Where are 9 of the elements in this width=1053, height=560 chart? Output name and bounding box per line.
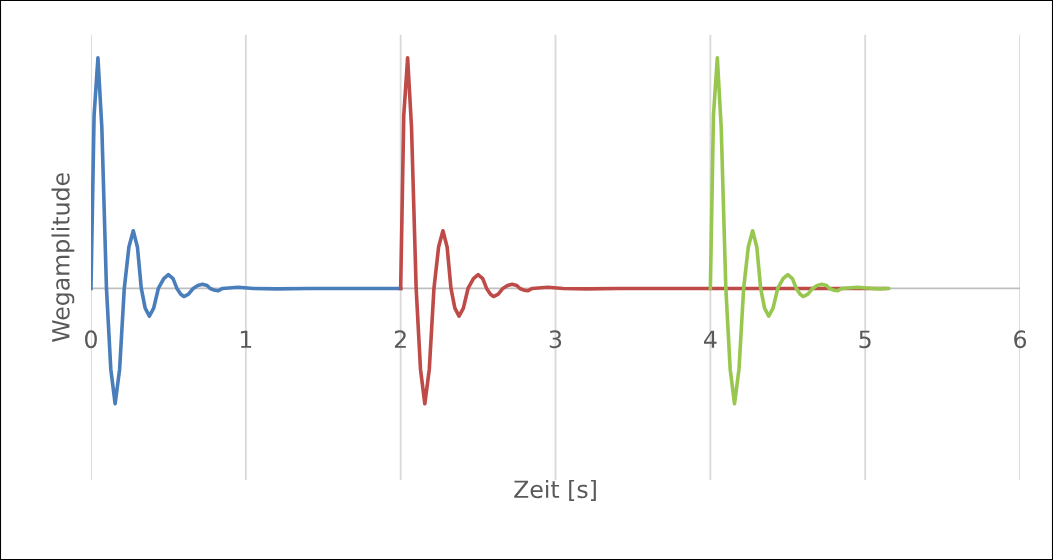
x-tick-label: 3 xyxy=(549,330,562,349)
x-tick-label: 5 xyxy=(859,330,871,349)
x-tick-label: 4 xyxy=(704,330,717,348)
x-tick-label: 2 xyxy=(394,330,406,348)
y-axis-title: Wegamplitude xyxy=(51,173,75,342)
x-tick-label: 1 xyxy=(240,330,252,348)
x-tick-label: 6 xyxy=(1014,330,1027,349)
x-axis-title: Zeit [s] xyxy=(514,479,596,501)
x-tick-label: 0 xyxy=(85,330,97,349)
